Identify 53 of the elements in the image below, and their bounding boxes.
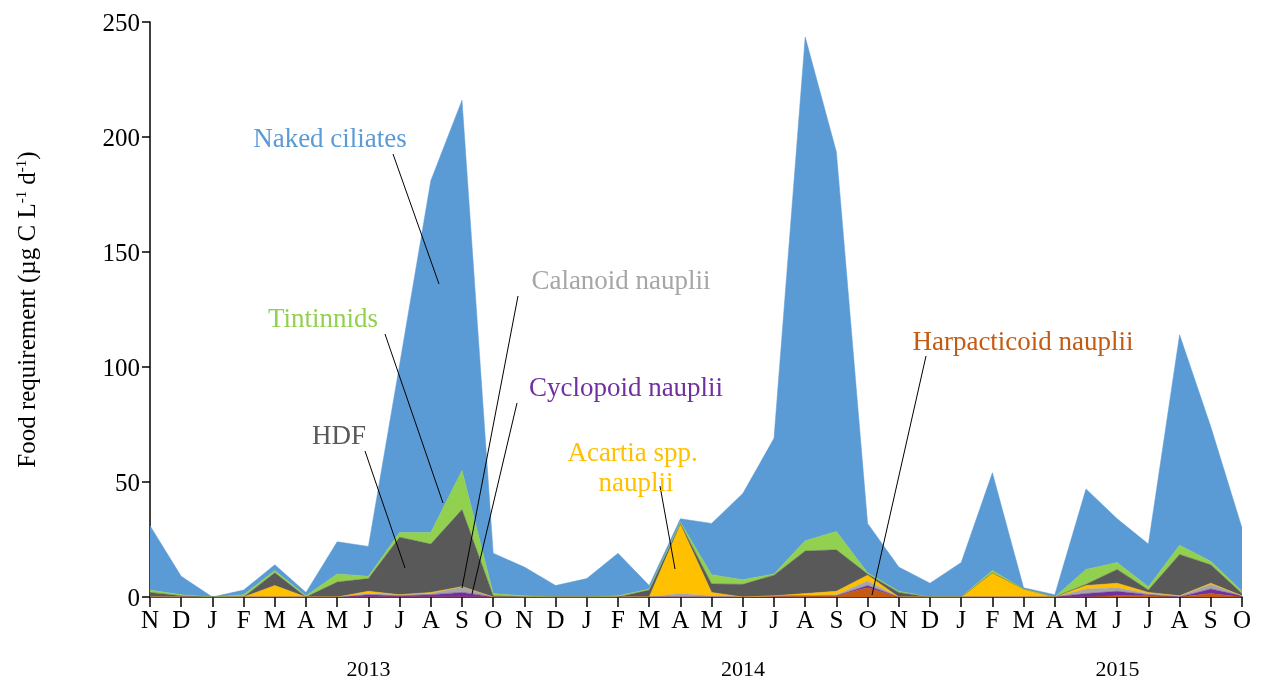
x-tick-label: J: [581, 606, 592, 633]
x-tick-label: J: [737, 606, 748, 633]
x-tick-label: N: [515, 606, 534, 633]
text: Calanoid nauplii: [531, 265, 711, 295]
series-label: Naked ciliates: [253, 123, 407, 153]
x-tick-label: M: [263, 606, 286, 633]
x-tick-label: A: [1045, 606, 1064, 633]
x-tick-label: S: [1203, 606, 1218, 633]
x-tick-label: F: [985, 606, 1000, 633]
x-tick-label: D: [172, 606, 191, 633]
x-tick-label: S: [455, 606, 469, 633]
y-tick-label: 50: [115, 468, 140, 496]
x-tick-label: J: [769, 606, 780, 633]
x-tick-label: A: [421, 606, 440, 633]
text: 2015: [1095, 655, 1140, 681]
x-tick-label: D: [920, 606, 940, 633]
x-tick-label: M: [1074, 606, 1098, 633]
x-tick-label: J: [1143, 606, 1154, 633]
x-tick-label: F: [611, 606, 625, 633]
text: 2013: [346, 655, 391, 681]
text: Tintinnids: [267, 303, 379, 333]
text: HDF: [311, 420, 367, 450]
x-tick-label: M: [326, 606, 349, 633]
x-tick-label: A: [296, 606, 316, 633]
y-tick-label: 100: [102, 353, 140, 381]
y-axis-title: Food requirement (µg C L-1 d-1): [12, 151, 41, 468]
y-tick-label: 200: [102, 123, 140, 151]
x-tick-label: M: [1012, 606, 1035, 633]
x-tick-label: M: [638, 606, 661, 633]
text: 2014: [720, 655, 765, 681]
y-tick-label: 0: [127, 583, 140, 611]
text: Cyclopoid nauplii: [528, 372, 724, 402]
x-tick-label: N: [889, 606, 908, 633]
x-tick-label: F: [236, 606, 251, 633]
x-tick-label: A: [671, 606, 690, 633]
x-tick-label: O: [1232, 606, 1252, 633]
x-tick-label: S: [829, 606, 844, 633]
text: Harpacticoid nauplii: [912, 326, 1134, 356]
x-tick-label: J: [956, 606, 967, 633]
x-tick-label: O: [858, 606, 877, 633]
y-tick-label: 250: [102, 8, 140, 36]
series-label: Acartia spp. nauplii: [567, 437, 705, 497]
x-tick-label: J: [363, 606, 374, 633]
y-tick-label: 150: [102, 238, 140, 266]
x-tick-label: A: [796, 606, 815, 633]
x-tick-label: J: [1112, 606, 1123, 633]
x-tick-label: J: [207, 606, 218, 633]
x-tick-label: M: [700, 606, 723, 633]
x-tick-label: O: [484, 606, 503, 633]
x-tick-label: J: [394, 606, 405, 633]
x-tick-label: N: [140, 606, 160, 633]
x-tick-label: D: [546, 606, 565, 633]
x-tick-label: A: [1170, 606, 1189, 633]
